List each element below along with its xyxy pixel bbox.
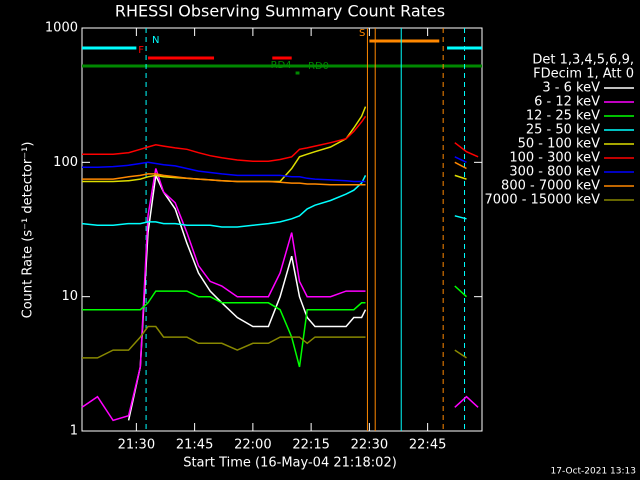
legend-title: Det 1,3,4,5,6,9,	[532, 53, 634, 68]
legend-label: 6 - 12 keV	[534, 95, 600, 110]
legend-title: FDecim 1, Att 0	[533, 67, 634, 82]
legend-label: 50 - 100 keV	[518, 137, 601, 152]
x-tick-label: 22:45	[409, 438, 446, 453]
flag-label: RD4	[271, 60, 292, 71]
y-tick-label: 100	[53, 155, 78, 170]
series-line	[82, 115, 479, 162]
series-line	[82, 156, 467, 183]
series-line	[127, 172, 367, 421]
legend-label: 300 - 800 keV	[509, 165, 600, 180]
series-line	[82, 285, 468, 368]
legend-label: 100 - 300 keV	[509, 151, 600, 166]
chart-title: RHESSI Observing Summary Count Rates	[115, 2, 445, 21]
series-line	[82, 325, 467, 359]
flag-label: N	[152, 35, 159, 46]
series-line	[82, 106, 467, 183]
series-line	[82, 161, 467, 186]
x-tick-label: 22:15	[292, 438, 329, 453]
legend-label: 25 - 50 keV	[526, 123, 600, 138]
legend-label: 12 - 25 keV	[526, 109, 600, 124]
legend-label: 800 - 7000 keV	[501, 179, 600, 194]
flag-label: F	[138, 45, 144, 56]
y-axis-label: Count Rate (s⁻¹ detector⁻¹)	[21, 142, 36, 319]
y-tick-label: 10	[61, 289, 78, 304]
flag-label: RD0	[308, 61, 329, 72]
plot-frame	[81, 27, 483, 432]
x-tick-label: 21:45	[176, 438, 213, 453]
x-tick-label: 22:00	[234, 438, 271, 453]
x-tick-label: 22:30	[351, 438, 388, 453]
legend-label: 3 - 6 keV	[542, 81, 600, 96]
series-line	[81, 168, 479, 422]
series-line	[81, 175, 467, 228]
y-tick-label: 1000	[45, 21, 78, 36]
y-tick-label: 1	[70, 424, 78, 439]
timestamp: 17-Oct-2021 13:13	[551, 467, 636, 477]
flag-label: S	[359, 28, 365, 39]
x-axis-label: Start Time (16-May-04 21:18:02)	[183, 456, 397, 471]
x-tick-label: 21:30	[118, 438, 155, 453]
legend-label: 7000 - 15000 keV	[485, 193, 601, 208]
